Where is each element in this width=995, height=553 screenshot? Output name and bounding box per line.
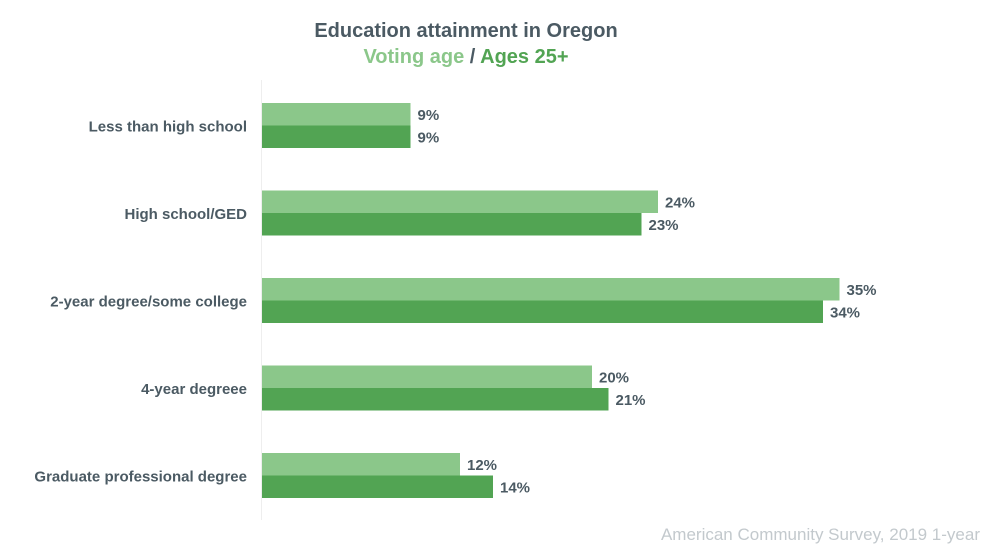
data-label: 9% [418, 129, 440, 146]
bar-voting-age [262, 278, 840, 301]
category-label: 4-year degreee [141, 381, 247, 398]
data-label: 35% [847, 282, 877, 299]
data-label: 20% [599, 369, 629, 386]
subtitle-series-2: Ages 25+ [480, 46, 569, 68]
chart-subtitle: Voting age / Ages 25+ [0, 44, 932, 70]
data-label: 12% [467, 457, 497, 474]
chart-title: Education attainment in Oregon [314, 20, 618, 42]
bar-voting-age [262, 103, 411, 126]
data-label: 34% [830, 304, 860, 321]
bar-voting-age [262, 453, 460, 476]
bar-ages-25-plus [262, 300, 823, 323]
category-label: High school/GED [124, 206, 247, 223]
bar-ages-25-plus [262, 125, 411, 148]
category-label: 2-year degree/some college [50, 294, 247, 311]
subtitle-series-1: Voting age [363, 46, 465, 68]
chart-header: Education attainment in Oregon Voting ag… [0, 18, 932, 70]
bar-voting-age [262, 190, 658, 213]
data-label: 21% [616, 392, 646, 409]
data-label: 23% [649, 217, 679, 234]
bar-ages-25-plus [262, 475, 493, 498]
category-label: Graduate professional degree [34, 469, 247, 486]
bar-ages-25-plus [262, 213, 642, 236]
data-label: 9% [418, 107, 440, 124]
bar-voting-age [262, 365, 592, 388]
data-label: 14% [500, 479, 530, 496]
subtitle-separator: / [464, 46, 481, 68]
data-label: 24% [665, 194, 695, 211]
bar-ages-25-plus [262, 388, 609, 411]
category-label: Less than high school [89, 119, 247, 136]
source-note: American Community Survey, 2019 1-year [660, 525, 980, 544]
